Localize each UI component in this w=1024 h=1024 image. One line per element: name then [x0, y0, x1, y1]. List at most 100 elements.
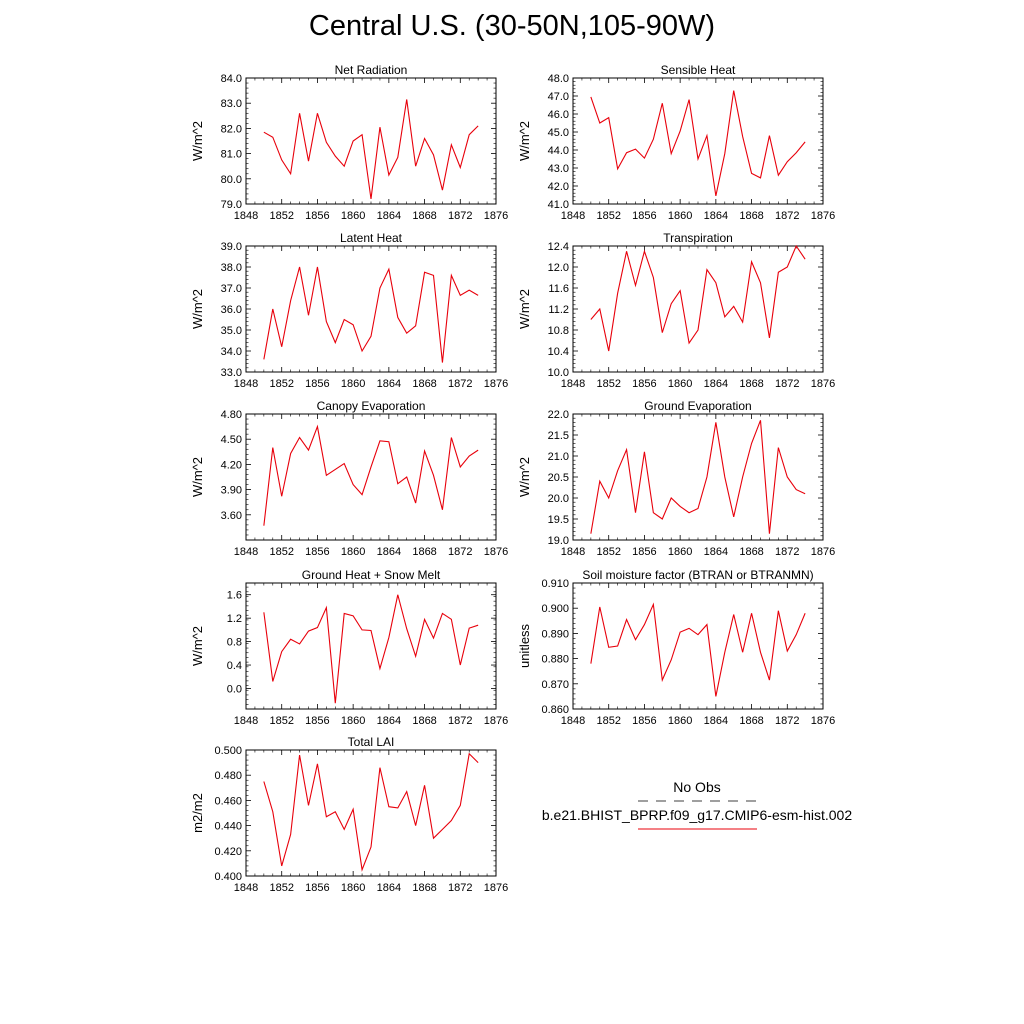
panel-latent-heat-ytick-label: 33.0	[221, 367, 242, 379]
panel-sensible-heat: 1848 1852 1856 1860 1864 1868 1872 1876 41.0 42.0…	[517, 63, 835, 222]
panel-ground-evaporation-xtick-label: 1864	[704, 546, 728, 558]
panel-soil-moisture-factor-btran-or-btranmn-ytick-label: 0.900	[541, 603, 569, 615]
panel-ground-evaporation-xtick-label: 1868	[739, 546, 763, 558]
panel-sensible-heat-xtick-label: 1860	[668, 210, 692, 222]
panel-ground-evaporation-xtick-label: 1876	[811, 546, 835, 558]
panel-net-radiation-xtick-label: 1848	[234, 210, 258, 222]
panel-canopy-evaporation-xtick-label: 1864	[377, 546, 401, 558]
panel-soil-moisture-factor-btran-or-btranmn-ytick-label: 0.870	[541, 679, 569, 691]
panel-net-radiation-ytick-label: 80.0	[221, 174, 242, 186]
panel-ground-heat-snow-melt-xtick-label: 1864	[377, 715, 401, 727]
panels-group: 1848 1852 1856 1860 1864 1868 1872 1876 79.0 80.0…	[190, 63, 835, 894]
panel-transpiration-ylabel: W/m^2	[517, 289, 532, 329]
panel-soil-moisture-factor-btran-or-btranmn-xtick-label: 1856	[632, 715, 656, 727]
panel-net-radiation-ytick-label: 83.0	[221, 98, 242, 110]
panel-ground-heat-snow-melt-ytick-label: 1.2	[227, 613, 242, 625]
panel-ground-evaporation-xtick-label: 1872	[775, 546, 799, 558]
panel-sensible-heat-ytick-label: 48.0	[548, 73, 569, 85]
panel-ground-evaporation-ytick-label: 20.5	[548, 472, 569, 484]
panel-canopy-evaporation-xtick-label: 1876	[484, 546, 508, 558]
panel-transpiration-title: Transpiration	[663, 231, 733, 245]
panel-transpiration-ytick-label: 10.8	[548, 325, 569, 337]
panel-soil-moisture-factor-btran-or-btranmn-xtick-label: 1848	[561, 715, 585, 727]
panel-sensible-heat-ytick-label: 41.0	[548, 199, 569, 211]
panel-canopy-evaporation-ylabel: W/m^2	[190, 457, 205, 497]
panel-ground-evaporation-ytick-label: 21.0	[548, 451, 569, 463]
legend-model-label: b.e21.BHIST_BPRP.f09_g17.CMIP6-esm-hist.…	[542, 807, 852, 823]
panel-ground-heat-snow-melt-ytick-label: 0.0	[227, 683, 242, 695]
panel-latent-heat-frame	[245, 245, 497, 373]
panel-soil-moisture-factor-btran-or-btranmn-frame	[572, 582, 824, 710]
panel-soil-moisture-factor-btran-or-btranmn-ytick-label: 0.880	[541, 654, 569, 666]
panel-total-lai-title: Total LAI	[348, 735, 395, 749]
panel-ground-heat-snow-melt-frame	[245, 582, 497, 710]
panel-canopy-evaporation-xtick-label: 1852	[269, 546, 293, 558]
panel-transpiration-ytick-label: 12.4	[548, 241, 569, 253]
panel-transpiration-ytick-label: 11.6	[548, 283, 569, 295]
panel-canopy-evaporation-frame	[245, 413, 497, 541]
panel-net-radiation-ytick-label: 82.0	[221, 123, 242, 135]
panel-net-radiation-xtick-label: 1872	[448, 210, 472, 222]
panel-ground-evaporation-series-line	[590, 420, 806, 534]
panel-soil-moisture-factor-btran-or-btranmn-xtick-label: 1868	[739, 715, 763, 727]
panel-latent-heat-title: Latent Heat	[340, 231, 403, 245]
panel-transpiration-xtick-label: 1876	[811, 378, 835, 390]
panel-sensible-heat-ytick-label: 46.0	[548, 109, 569, 121]
panel-transpiration-xtick-label: 1868	[739, 378, 763, 390]
panel-latent-heat-ytick-label: 38.0	[221, 262, 242, 274]
panel-soil-moisture-factor-btran-or-btranmn-ytick-label: 0.890	[541, 628, 569, 640]
panel-net-radiation-series-line	[263, 99, 479, 200]
panel-canopy-evaporation-title: Canopy Evaporation	[317, 399, 426, 413]
panel-total-lai-xtick-label: 1864	[377, 882, 401, 894]
panel-latent-heat-xtick-label: 1864	[377, 378, 401, 390]
panel-sensible-heat-xtick-label: 1876	[811, 210, 835, 222]
panel-latent-heat-ytick-label: 39.0	[221, 241, 242, 253]
panel-ground-evaporation-ytick-label: 19.0	[548, 535, 569, 547]
panel-latent-heat-ytick-label: 37.0	[221, 283, 242, 295]
panel-ground-heat-snow-melt-xtick-label: 1872	[448, 715, 472, 727]
panel-total-lai-xtick-label: 1856	[305, 882, 329, 894]
panel-ground-heat-snow-melt-xtick-label: 1852	[269, 715, 293, 727]
panel-sensible-heat-xtick-label: 1848	[561, 210, 585, 222]
panel-net-radiation-ylabel: W/m^2	[190, 121, 205, 161]
panel-latent-heat-series-line	[263, 266, 479, 363]
panel-transpiration-ytick-label: 12.0	[548, 262, 569, 274]
panel-transpiration-xtick-label: 1852	[596, 378, 620, 390]
panel-latent-heat-ytick-label: 36.0	[221, 304, 242, 316]
panel-latent-heat-xtick-label: 1860	[341, 378, 365, 390]
panel-latent-heat: 1848 1852 1856 1860 1864 1868 1872 1876 33.0 34.0…	[190, 231, 508, 390]
panel-sensible-heat-ytick-label: 43.0	[548, 163, 569, 175]
panel-latent-heat-xtick-label: 1852	[269, 378, 293, 390]
panel-ground-heat-snow-melt-xtick-label: 1848	[234, 715, 258, 727]
panel-net-radiation-ytick-label: 84.0	[221, 73, 242, 85]
panel-canopy-evaporation-ytick-label: 4.20	[221, 459, 242, 471]
panel-sensible-heat-ylabel: W/m^2	[517, 121, 532, 161]
panel-canopy-evaporation-xtick-label: 1856	[305, 546, 329, 558]
panel-total-lai-xtick-label: 1852	[269, 882, 293, 894]
panel-sensible-heat-xtick-label: 1852	[596, 210, 620, 222]
panel-transpiration-xtick-label: 1856	[632, 378, 656, 390]
panel-ground-heat-snow-melt-ytick-label: 1.6	[227, 590, 242, 602]
panel-ground-heat-snow-melt-ytick-label: 0.8	[227, 637, 242, 649]
panel-ground-evaporation-ytick-label: 22.0	[548, 409, 569, 421]
panel-net-radiation-xtick-label: 1864	[377, 210, 401, 222]
panel-ground-heat-snow-melt-series-line	[263, 594, 479, 704]
page-title: Central U.S. (30-50N,105-90W)	[308, 10, 716, 42]
panel-ground-evaporation-ytick-label: 21.5	[548, 430, 569, 442]
panel-sensible-heat-title: Sensible Heat	[661, 63, 736, 77]
panel-soil-moisture-factor-btran-or-btranmn-xtick-label: 1876	[811, 715, 835, 727]
panel-soil-moisture-factor-btran-or-btranmn-xtick-label: 1852	[596, 715, 620, 727]
panel-ground-evaporation-xtick-label: 1848	[561, 546, 585, 558]
panel-canopy-evaporation-ytick-label: 3.90	[221, 485, 242, 497]
panel-latent-heat-xtick-label: 1848	[234, 378, 258, 390]
panel-total-lai-ytick-label: 0.420	[214, 846, 242, 858]
panel-total-lai-xtick-label: 1848	[234, 882, 258, 894]
panel-ground-evaporation-ytick-label: 20.0	[548, 493, 569, 505]
panel-sensible-heat-ytick-label: 47.0	[548, 91, 569, 103]
panel-transpiration-ytick-label: 10.4	[548, 346, 569, 358]
panel-net-radiation-xtick-label: 1852	[269, 210, 293, 222]
panel-ground-evaporation-xtick-label: 1860	[668, 546, 692, 558]
panel-transpiration-frame	[572, 245, 824, 373]
panel-ground-heat-snow-melt-ytick-label: 0.4	[227, 660, 242, 672]
